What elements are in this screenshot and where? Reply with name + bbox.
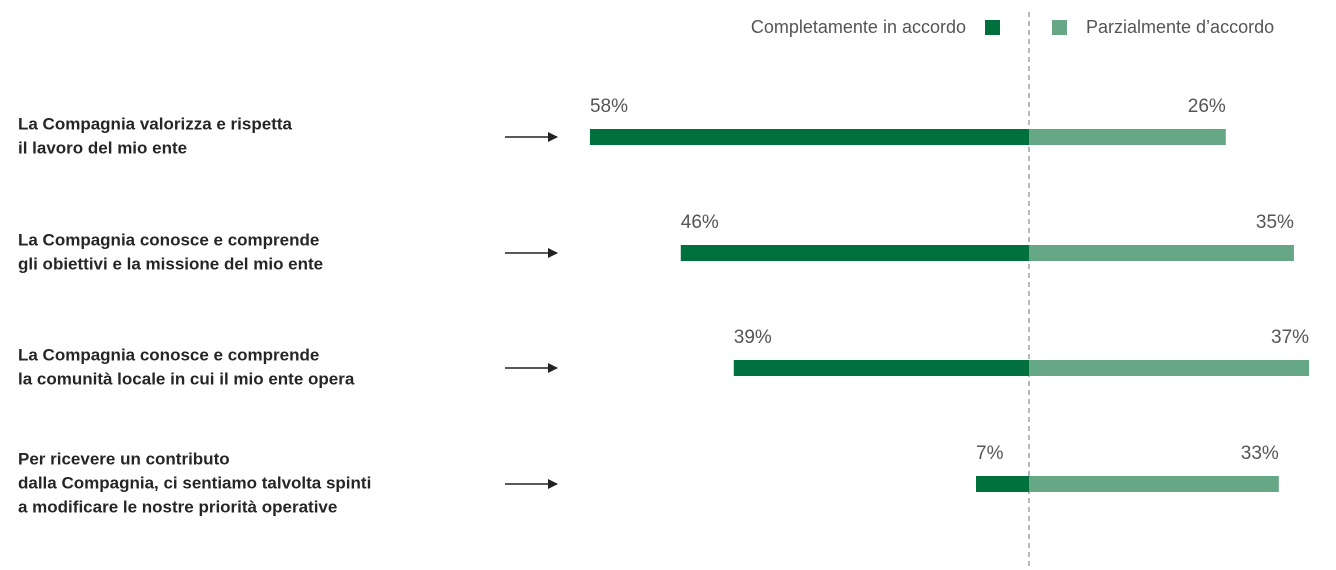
- category-label: La Compagnia valorizza e rispetta: [18, 114, 293, 133]
- category-label: il lavoro del mio ente: [18, 138, 187, 157]
- legend-swatch: [985, 20, 1000, 35]
- bar: [733, 360, 1029, 376]
- value-label: 33%: [1241, 443, 1279, 464]
- value-label: 46%: [681, 212, 719, 233]
- value-label: 35%: [1256, 212, 1294, 233]
- legend-label: Completamente in accordo: [751, 17, 966, 37]
- category-label: dalla Compagnia, ci sentiamo talvolta sp…: [18, 473, 371, 492]
- legend-label: Parzialmente d’accordo: [1086, 17, 1274, 37]
- category-label: Per ricevere un contributo: [18, 449, 230, 468]
- bar: [1029, 245, 1294, 261]
- category-label: La Compagnia conosce e comprende: [18, 345, 319, 364]
- value-label: 58%: [590, 96, 628, 117]
- bar: [589, 129, 1029, 145]
- value-label: 7%: [976, 443, 1004, 464]
- bar: [1029, 476, 1279, 492]
- category-label: a modificare le nostre priorità operativ…: [18, 497, 337, 516]
- legend-swatch: [1052, 20, 1067, 35]
- bar: [1029, 360, 1310, 376]
- value-label: 39%: [734, 327, 772, 348]
- category-label: La Compagnia conosce e comprende: [18, 230, 319, 249]
- bar: [976, 476, 1029, 492]
- value-label: 37%: [1271, 327, 1309, 348]
- bar: [680, 245, 1029, 261]
- bar: [1029, 129, 1226, 145]
- value-label: 26%: [1188, 96, 1226, 117]
- category-label: gli obiettivi e la missione del mio ente: [18, 254, 323, 273]
- category-label: la comunità locale in cui il mio ente op…: [18, 369, 355, 388]
